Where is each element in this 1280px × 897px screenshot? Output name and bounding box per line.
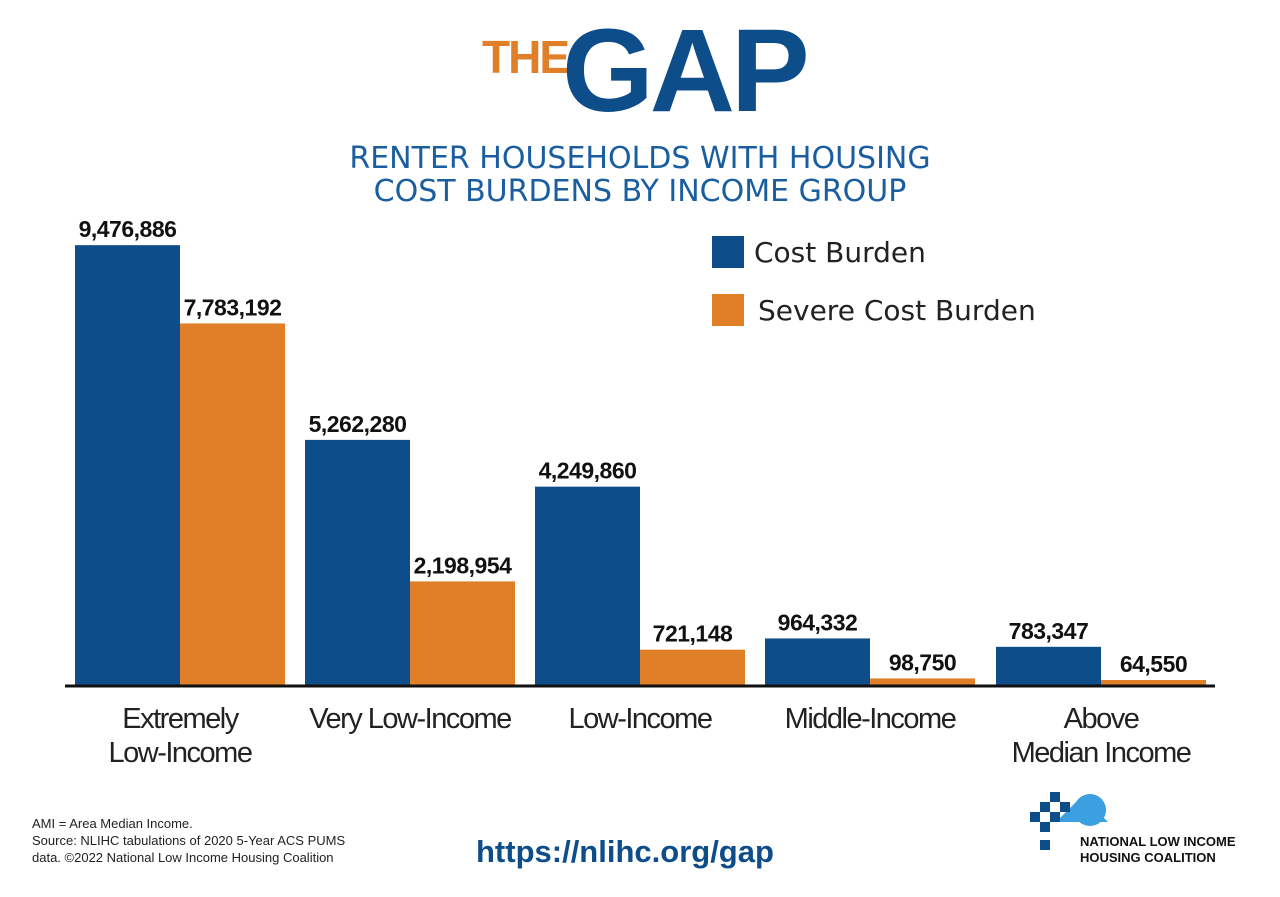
data-label: 5,262,280 — [309, 411, 407, 437]
source-url-link[interactable]: https://nlihc.org/gap — [476, 834, 774, 869]
brand-gap: GAP — [562, 5, 810, 137]
bar-cost-burden — [75, 245, 180, 686]
bar-cost-burden — [765, 638, 870, 685]
data-label: 4,249,860 — [539, 458, 637, 484]
legend-label: Severe Cost Burden — [758, 294, 1036, 327]
house-pixel-logo-icon — [1030, 792, 1108, 850]
legend-swatch — [712, 236, 744, 268]
bar-cost-burden — [535, 486, 640, 685]
data-label: 964,332 — [778, 609, 858, 635]
category-label: Very Low-Income — [309, 703, 511, 735]
legend-swatch — [712, 294, 744, 326]
footnote-line3: data. ©2022 National Low Income Housing … — [32, 850, 334, 865]
org-name-line1: NATIONAL LOW INCOME — [1080, 834, 1236, 849]
category-label: Extremely — [122, 703, 239, 735]
org-name: NATIONAL LOW INCOME HOUSING COALITION — [1080, 834, 1236, 866]
data-label: 721,148 — [653, 621, 733, 647]
category-label: Low-Income — [109, 737, 252, 769]
data-label: 98,750 — [889, 649, 956, 675]
bar-severe-cost-burden — [1101, 680, 1206, 685]
brand-title: THE GAP — [0, 12, 1280, 130]
chart-subtitle-line1: RENTER HOUSEHOLDS WITH HOUSING — [349, 141, 931, 176]
bar-chart: 9,476,8867,783,192ExtremelyLow-Income5,2… — [65, 216, 1215, 769]
bar-severe-cost-burden — [640, 649, 745, 685]
data-label: 9,476,886 — [79, 216, 177, 242]
data-label: 783,347 — [1009, 618, 1089, 644]
footnote-line1: AMI = Area Median Income. — [32, 816, 193, 831]
category-label: Middle-Income — [785, 703, 956, 735]
bar-severe-cost-burden — [870, 678, 975, 685]
org-name-line2: HOUSING COALITION — [1080, 850, 1216, 865]
category-label: Median Income — [1012, 737, 1191, 769]
bar-cost-burden — [305, 439, 410, 685]
chart-subtitle-line2: COST BURDENS BY INCOME GROUP — [373, 174, 907, 209]
bar-severe-cost-burden — [180, 323, 285, 685]
data-label: 64,550 — [1120, 651, 1187, 677]
footnote-line2: Source: NLIHC tabulations of 2020 5-Year… — [32, 833, 346, 848]
data-label: 7,783,192 — [184, 294, 282, 320]
bar-severe-cost-burden — [410, 581, 515, 685]
footnote: AMI = Area Median Income. Source: NLIHC … — [32, 815, 345, 866]
category-label: Above — [1064, 703, 1139, 735]
bar-cost-burden — [996, 646, 1101, 685]
data-label: 2,198,954 — [414, 552, 513, 578]
category-label: Low-Income — [569, 703, 712, 735]
org-logo: NATIONAL LOW INCOME HOUSING COALITION — [1028, 782, 1268, 865]
legend-label: Cost Burden — [754, 236, 926, 269]
brand-the: THE — [482, 31, 570, 83]
